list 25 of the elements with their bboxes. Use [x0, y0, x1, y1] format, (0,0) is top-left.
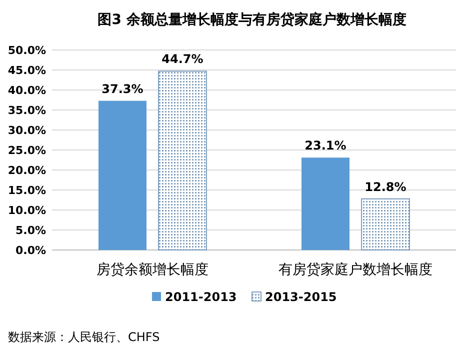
y-tick-label: 35.0%	[8, 104, 46, 117]
legend-label: 2013-2015	[265, 290, 337, 304]
y-tick-label: 5.0%	[15, 224, 46, 237]
x-tick-label: 房贷余额增长幅度	[96, 262, 208, 278]
x-tick-label: 有房贷家庭户数增长幅度	[278, 262, 433, 278]
y-tick-label: 40.0%	[8, 84, 46, 97]
chart-title: 图3 余额总量增长幅度与有房贷家庭户数增长幅度	[98, 11, 406, 28]
data-label: 12.8%	[364, 180, 406, 194]
data-label: 37.3%	[102, 82, 144, 96]
y-tick-label: 20.0%	[8, 164, 46, 177]
y-tick-label: 30.0%	[8, 124, 46, 137]
bar	[98, 100, 146, 250]
bar	[361, 198, 410, 250]
data-label: 23.1%	[304, 138, 346, 153]
bar	[158, 70, 207, 250]
y-tick-label: 10.0%	[8, 204, 46, 217]
y-tick-label: 25.0%	[8, 144, 46, 157]
bar	[302, 158, 350, 250]
source-note: 数据来源：人民银行、CHFS	[8, 330, 160, 344]
legend-label: 2011-2013	[165, 290, 237, 304]
y-tick-label: 50.0%	[8, 44, 46, 57]
y-tick-label: 45.0%	[8, 64, 46, 77]
data-label: 44.7%	[162, 52, 204, 66]
y-tick-label: 15.0%	[8, 184, 46, 197]
y-tick-label: 0.0%	[15, 244, 46, 257]
